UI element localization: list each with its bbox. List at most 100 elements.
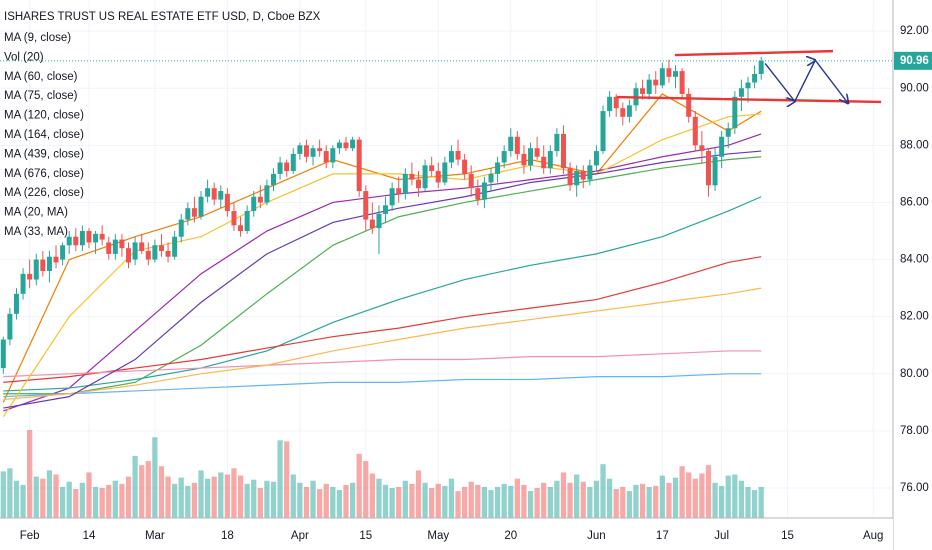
y-tick-label: 88.00 — [900, 139, 929, 151]
volume-bar — [139, 465, 145, 518]
volume-bar — [40, 478, 46, 518]
candle-body — [145, 251, 151, 260]
candle-body — [303, 145, 309, 157]
candle-body — [521, 153, 527, 166]
price-axis — [893, 0, 932, 550]
axes: 76.00 78.00 80.00 82.00 84.00 86.00 88.00 90.00… — [20, 25, 932, 542]
volume-bar — [66, 481, 72, 518]
candle-body — [165, 251, 171, 257]
volume-bar — [178, 477, 184, 518]
x-tick-label: Jul — [714, 530, 729, 542]
volume-bar — [251, 479, 257, 518]
volume-bar — [409, 483, 415, 518]
y-tick-label: 90.00 — [900, 82, 929, 94]
volume-bar — [363, 461, 369, 518]
volume-bar — [653, 485, 659, 518]
candle-body — [415, 179, 421, 189]
y-tick-label: 92.00 — [900, 25, 929, 37]
candle-body — [429, 165, 435, 172]
candle-body — [79, 231, 85, 246]
candle-body — [468, 173, 474, 189]
candle-body — [593, 151, 599, 166]
volume-bar — [323, 483, 329, 518]
x-tick-label: 17 — [656, 530, 669, 542]
volume-bar — [567, 482, 573, 518]
ma-line — [3, 156, 762, 395]
candle-body — [119, 239, 125, 249]
candle-body — [640, 88, 646, 94]
volume-bar — [745, 486, 751, 518]
x-tick-label: 15 — [359, 530, 372, 542]
volume-bar — [396, 486, 402, 518]
volume-bar — [172, 483, 178, 518]
candle-body — [132, 242, 138, 260]
volume-bar — [257, 487, 263, 518]
volume-bar — [33, 476, 39, 518]
volume-bar — [468, 481, 474, 518]
y-tick-label: 76.00 — [900, 482, 929, 494]
candle-body — [607, 96, 613, 112]
candle-body — [251, 196, 257, 212]
y-tick-label: 78.00 — [900, 425, 929, 437]
volume-bar — [53, 474, 59, 518]
candle-body — [343, 142, 349, 149]
candle-body — [528, 148, 534, 166]
volume-bar — [0, 471, 6, 518]
volume-bar — [508, 485, 514, 518]
candle-body — [211, 188, 217, 200]
candle-body — [699, 145, 705, 152]
volume-bar — [679, 466, 685, 518]
candle-body — [363, 191, 369, 220]
candle-body — [231, 211, 237, 226]
candle-body — [481, 182, 487, 200]
candle-body — [290, 153, 296, 172]
volume-bar — [343, 484, 349, 518]
candle-body — [534, 148, 540, 157]
candle-body — [106, 242, 112, 254]
volume — [0, 430, 764, 518]
volume-bar — [73, 489, 79, 518]
candle-body — [587, 165, 593, 180]
volume-bar — [732, 474, 738, 518]
volume-bar — [224, 474, 231, 518]
volume-bar — [435, 483, 441, 518]
candles — [0, 56, 764, 374]
volume-bar — [376, 478, 382, 518]
candle-body — [99, 233, 105, 240]
candle-body — [257, 196, 263, 203]
candle-body — [66, 236, 72, 246]
x-tick-label: Feb — [20, 530, 40, 542]
candle-body — [653, 79, 659, 86]
candle-body — [620, 108, 626, 117]
candle-body — [40, 259, 46, 271]
volume-bar — [152, 437, 158, 518]
volume-bar — [574, 474, 580, 518]
volume-bar — [613, 489, 619, 518]
volume-bar — [659, 475, 665, 518]
volume-bar — [560, 472, 567, 518]
candle-body — [501, 151, 507, 163]
ma-line — [3, 350, 762, 378]
volume-bar — [382, 484, 389, 518]
candle-body — [732, 96, 738, 129]
volume-bar — [204, 478, 211, 518]
volume-bar — [554, 480, 560, 518]
candle-body — [686, 93, 692, 117]
volume-bar — [521, 484, 527, 518]
candle-body — [508, 136, 514, 152]
candle-body — [53, 256, 59, 263]
volume-bar — [27, 430, 33, 518]
candle-body — [560, 133, 566, 169]
candle-body — [567, 168, 573, 186]
trend-drawing — [764, 60, 848, 103]
candle-body — [422, 165, 428, 189]
volume-bar — [125, 476, 132, 518]
volume-bar — [514, 478, 520, 518]
candle-body — [330, 148, 336, 163]
candle-body — [475, 188, 481, 200]
candle-body — [350, 139, 356, 149]
candle-body — [435, 171, 441, 183]
candle-body — [93, 233, 99, 243]
candle-body — [462, 159, 468, 174]
volume-bar — [145, 461, 151, 518]
